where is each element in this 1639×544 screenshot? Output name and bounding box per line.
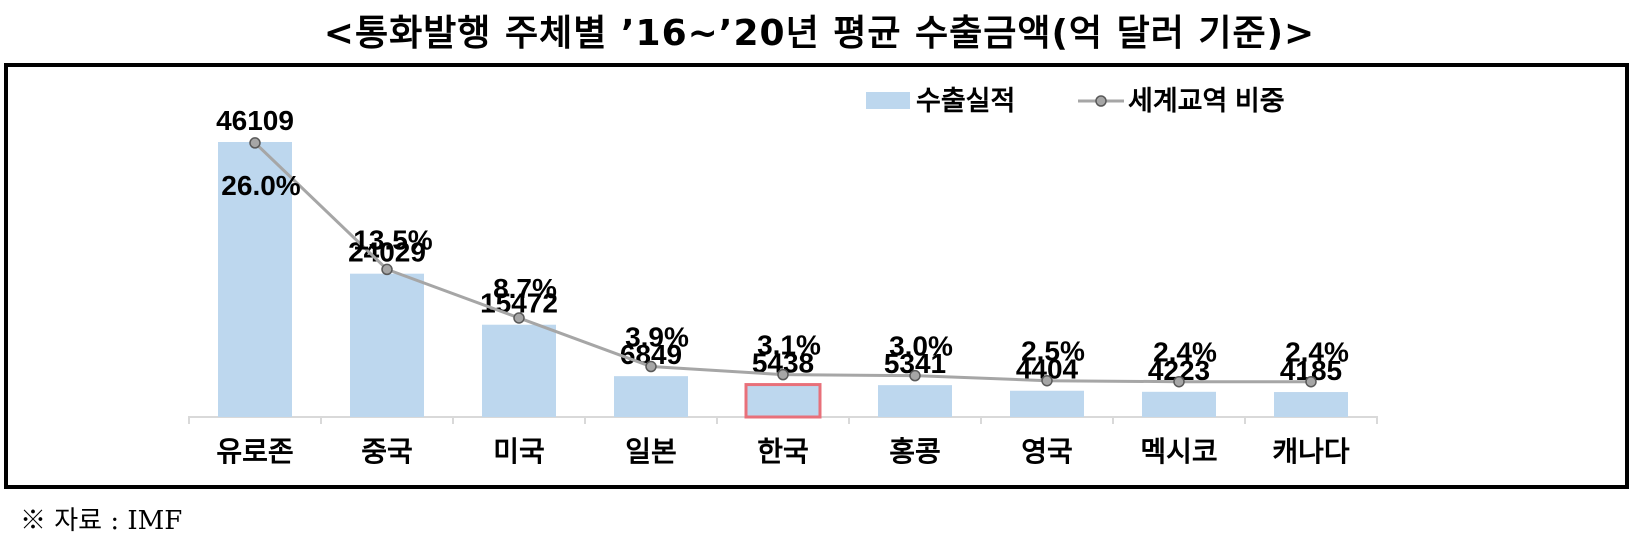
chart-frame: 46109 24029 15472 6849 5438 5341 4404 4223 4185 2… — [4, 63, 1629, 489]
bar — [1274, 392, 1348, 417]
share-value-label: 2.4% — [1153, 337, 1217, 368]
share-marker — [249, 137, 261, 149]
bar — [350, 273, 424, 417]
share-value-label: 8.7% — [493, 273, 557, 304]
x-tick-label: 중국 — [361, 436, 413, 467]
share-marker — [777, 368, 789, 381]
share-value-label: 2.5% — [1021, 336, 1085, 367]
x-tick-label: 홍콩 — [889, 436, 941, 467]
share-marker — [645, 360, 657, 373]
legend-label-bars: 수출실적 — [916, 86, 1015, 116]
bar — [1142, 391, 1216, 417]
legend-label-line: 세계교역 비중 — [1128, 86, 1285, 116]
share-value-label: 3.9% — [625, 322, 689, 353]
bar-value-label: 46109 — [216, 105, 294, 136]
x-tick-label: 미국 — [493, 436, 545, 467]
bar — [614, 376, 688, 417]
x-tick-label: 유로존 — [216, 436, 293, 467]
share-value-label: 26.0% — [221, 170, 300, 201]
bar — [1010, 390, 1084, 417]
bar — [218, 142, 292, 417]
share-marker — [1041, 374, 1053, 387]
x-tick-label: 영국 — [1021, 436, 1073, 467]
share-value-label: 2.4% — [1285, 337, 1349, 368]
x-tick-label: 캐나다 — [1272, 436, 1350, 467]
share-marker — [909, 369, 921, 382]
share-value-label: 13.5% — [353, 224, 432, 255]
legend-marker — [1095, 95, 1107, 107]
bar-highlighted — [744, 383, 822, 419]
source-note: ※ 자료 : IMF — [20, 506, 183, 536]
x-tick-label: 멕시코 — [1140, 436, 1217, 467]
share-marker — [1305, 375, 1317, 388]
x-tick-label: 한국 — [757, 436, 809, 467]
legend-swatch-bars — [866, 92, 910, 109]
bar — [482, 324, 556, 417]
share-marker — [381, 263, 393, 276]
share-value-label: 3.1% — [757, 330, 821, 361]
x-tick-label: 일본 — [625, 436, 677, 467]
share-marker — [513, 312, 525, 324]
share-value-label: 3.0% — [889, 331, 953, 362]
bar — [878, 385, 952, 417]
chart-title: <통화발행 주체별 ’16~’20년 평균 수출금액(억 달러 기준)> — [323, 13, 1316, 54]
share-marker — [1173, 375, 1185, 388]
bar-value-label: 24029 — [348, 237, 426, 268]
